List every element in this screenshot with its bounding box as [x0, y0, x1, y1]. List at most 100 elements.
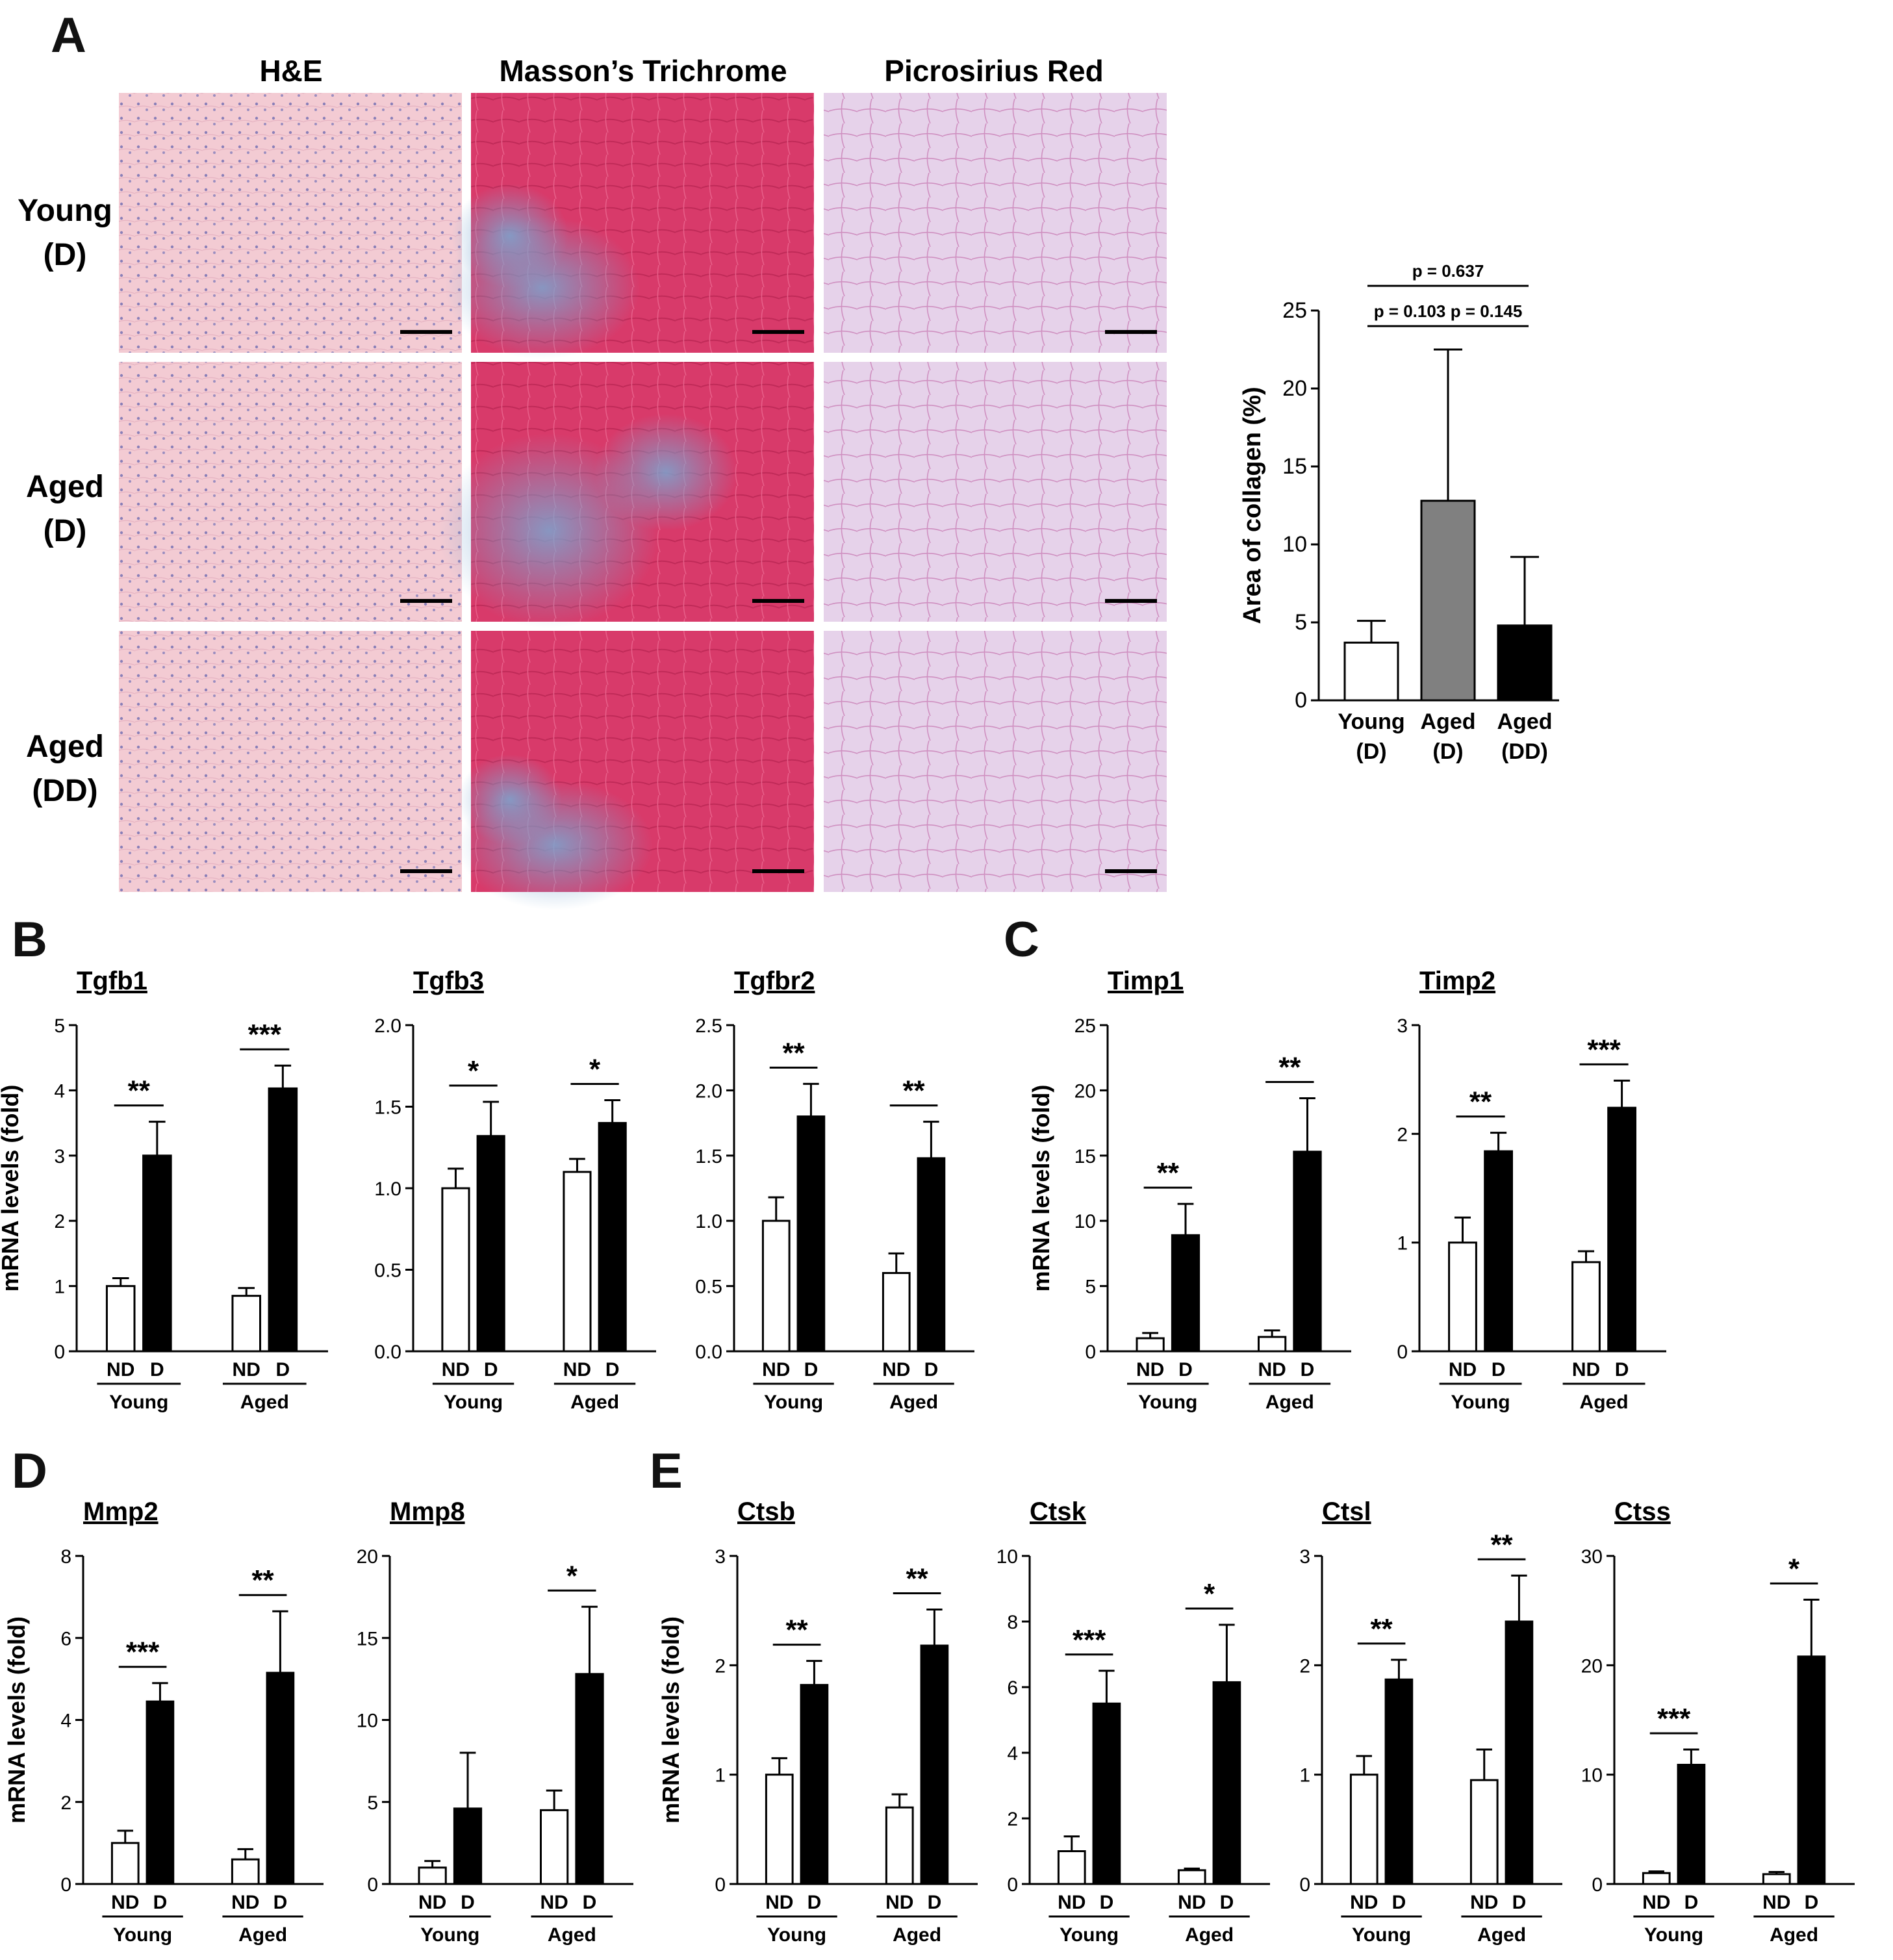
x-tick-label: D	[153, 1892, 168, 1913]
y-tick-label: 1.5	[695, 1146, 722, 1167]
y-tick-label: 6	[1007, 1677, 1018, 1699]
y-tick-label: 0.5	[695, 1277, 722, 1298]
x-tick-label: ND	[233, 1359, 260, 1381]
group-label: Young	[1060, 1924, 1119, 1946]
x-tick-label: ND	[1470, 1892, 1498, 1913]
histology-image-he-young-d	[119, 93, 462, 353]
y-tick-label: 4	[54, 1080, 65, 1102]
significance-stars: **	[782, 1037, 805, 1069]
x-tick-label: (D)	[1356, 739, 1386, 764]
group-label: Young	[444, 1392, 503, 1413]
bar-ND-Young	[1057, 1850, 1086, 1885]
chart-title-tgfb1: Tgfb1	[77, 967, 147, 995]
chart-timp2: Timp2 0 1 2 3 ND D Young ** ND D Aged ***	[1397, 967, 1666, 1413]
bar-ND-Young	[110, 1842, 140, 1885]
y-tick-label: 2	[1397, 1124, 1408, 1145]
bar-D-Aged	[1797, 1655, 1826, 1885]
bar-ND-Aged	[882, 1272, 911, 1353]
panel-label-c: C	[1004, 912, 1039, 967]
chart-title-mmp2: Mmp2	[83, 1497, 159, 1526]
x-tick-label: ND	[762, 1359, 790, 1381]
x-tick-label: ND	[1350, 1892, 1378, 1913]
pvalue-label: p = 0.103	[1374, 301, 1446, 321]
panel-label-a: A	[51, 8, 86, 63]
y-tick-label: 1	[1397, 1233, 1408, 1254]
chart-title-tgfbr2: Tgfbr2	[734, 967, 815, 995]
y-tick-label: 8	[60, 1546, 71, 1568]
y-tick-label: 5	[54, 1015, 65, 1037]
y-axis-title: mRNA levels (fold)	[1028, 1085, 1054, 1292]
y-tick-label: 5	[367, 1792, 378, 1814]
bar-D-Aged	[268, 1087, 298, 1353]
x-tick-label: Aged	[1421, 709, 1476, 734]
bar-ND-Young	[418, 1866, 447, 1885]
bar-D-Aged	[1212, 1681, 1241, 1885]
y-axis-title: mRNA levels (fold)	[657, 1616, 684, 1824]
x-tick-label: D	[150, 1359, 164, 1381]
histology-image-picrosirius-young-d	[824, 93, 1167, 353]
y-tick-label: 1	[1299, 1765, 1310, 1787]
significance-stars: ***	[1657, 1703, 1691, 1735]
chart-mmp2: Mmp2 mRNA levels (fold) 0 2 4 6 8 ND D Young *** ND…	[3, 1497, 324, 1946]
panel-label-e: E	[650, 1444, 683, 1499]
bar-ND-Young	[1448, 1241, 1477, 1353]
chart-title-timp2: Timp2	[1419, 967, 1495, 995]
bar-ND-Young	[105, 1285, 136, 1353]
bar-D-Young	[1677, 1764, 1706, 1885]
x-tick-label: ND	[1449, 1359, 1477, 1381]
y-tick-label: 20	[1074, 1080, 1096, 1102]
bar-D-Young	[800, 1684, 829, 1885]
bar-ND-Young	[761, 1219, 791, 1353]
x-tick-label: ND	[1136, 1359, 1164, 1381]
histology-image-he-aged-dd	[119, 631, 462, 892]
chart-title-tgfb3: Tgfb3	[413, 967, 484, 995]
row-label-aged-dd-line2: (DD)	[32, 774, 97, 808]
row-label-aged-d-line1: Aged	[26, 470, 104, 504]
x-tick-label: (DD)	[1501, 739, 1548, 764]
y-tick-label: 1.0	[374, 1178, 401, 1200]
y-tick-label: 2	[54, 1211, 65, 1232]
histology-image-masson-young-d	[445, 93, 814, 359]
tissue-texture	[119, 93, 462, 353]
collagen-region	[451, 184, 568, 288]
significance-stars: **	[128, 1075, 151, 1107]
histology-image-picrosirius-aged-d	[824, 362, 1167, 622]
row-label-aged-dd-line1: Aged	[26, 730, 104, 764]
group-label: Aged	[238, 1924, 287, 1946]
x-tick-label: Young	[1338, 709, 1404, 734]
group-label: Aged	[548, 1924, 596, 1946]
bar-ND-Young	[1642, 1872, 1671, 1885]
header-he: H&E	[259, 54, 322, 88]
bar-ND-Aged	[231, 1295, 262, 1353]
tissue-texture	[119, 362, 462, 622]
bar-D-Young	[796, 1115, 826, 1353]
y-tick-label: 2.0	[374, 1015, 401, 1037]
charts-layer: Area of collagen (%)0510152025Young(D)Ag…	[0, 261, 1855, 1946]
chart-title-ctss: Ctss	[1614, 1497, 1671, 1526]
x-tick-label: ND	[765, 1892, 793, 1913]
panel-label-b: B	[12, 912, 47, 967]
y-tick-label: 0	[367, 1874, 378, 1896]
bar-D-Aged	[1607, 1106, 1636, 1353]
group-label: Aged	[1265, 1392, 1314, 1413]
x-tick-label: D	[1392, 1892, 1406, 1913]
bar-ND-Aged	[1469, 1779, 1499, 1885]
chart-collagen: Area of collagen (%) 0 5 10 15 20 25 Young (D) Ag…	[1239, 261, 1559, 764]
x-tick-label: D	[1684, 1892, 1699, 1913]
bar-D-Aged	[598, 1122, 627, 1353]
tissue-texture	[119, 631, 462, 892]
group-label: Aged	[240, 1392, 289, 1413]
y-tick-label: 5	[1295, 610, 1307, 635]
group-label: Young	[420, 1924, 479, 1946]
group-label: Aged	[893, 1924, 941, 1946]
x-tick-label: D	[1220, 1892, 1234, 1913]
bar-ND-Aged	[1177, 1869, 1206, 1885]
x-tick-label: D	[605, 1359, 620, 1381]
bar-ND-Aged	[1258, 1336, 1287, 1353]
x-tick-label: ND	[540, 1892, 568, 1913]
bar-D-Young	[146, 1700, 175, 1885]
significance-stars: *	[566, 1560, 578, 1592]
chart-title-mmp8: Mmp8	[390, 1497, 465, 1526]
y-tick-label: 25	[1074, 1015, 1096, 1037]
